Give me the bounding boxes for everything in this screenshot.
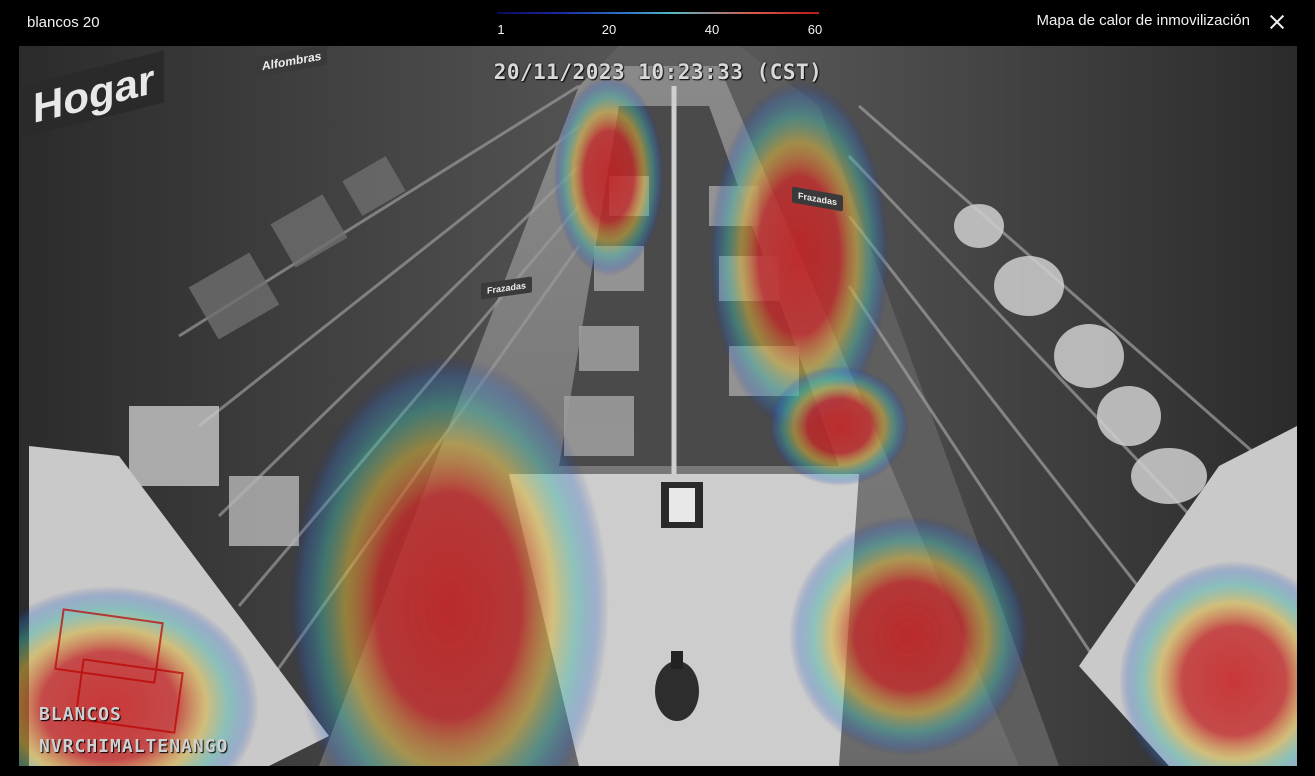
- osd-channel-name: BLANCOS: [39, 704, 122, 725]
- scale-tick-60: 60: [807, 22, 823, 37]
- scale-tick-40: 40: [704, 22, 720, 37]
- close-icon[interactable]: [1266, 11, 1288, 33]
- video-timestamp: 20/11/2023 10:23:33 (CST): [493, 60, 823, 84]
- heatmap-overlay: [19, 76, 1297, 766]
- heatmap-scale: 1 20 40 60: [497, 10, 823, 40]
- camera-feed-heatmap: Hogar Alfombras Frazadas Frazadas 20/11/…: [19, 46, 1297, 766]
- store-aisle-scene: [19, 46, 1297, 766]
- heatmap-title: Mapa de calor de inmovilización: [1036, 12, 1250, 29]
- scale-tick-20: 20: [601, 22, 617, 37]
- top-bar: blancos 20 1 20 40 60 Mapa de calor de i…: [0, 0, 1315, 46]
- camera-name: blancos 20: [27, 14, 100, 31]
- heatmap-scale-gradient: [497, 12, 819, 14]
- scale-tick-1: 1: [497, 22, 505, 37]
- osd-device-name: NVRCHIMALTENANGO: [39, 736, 229, 757]
